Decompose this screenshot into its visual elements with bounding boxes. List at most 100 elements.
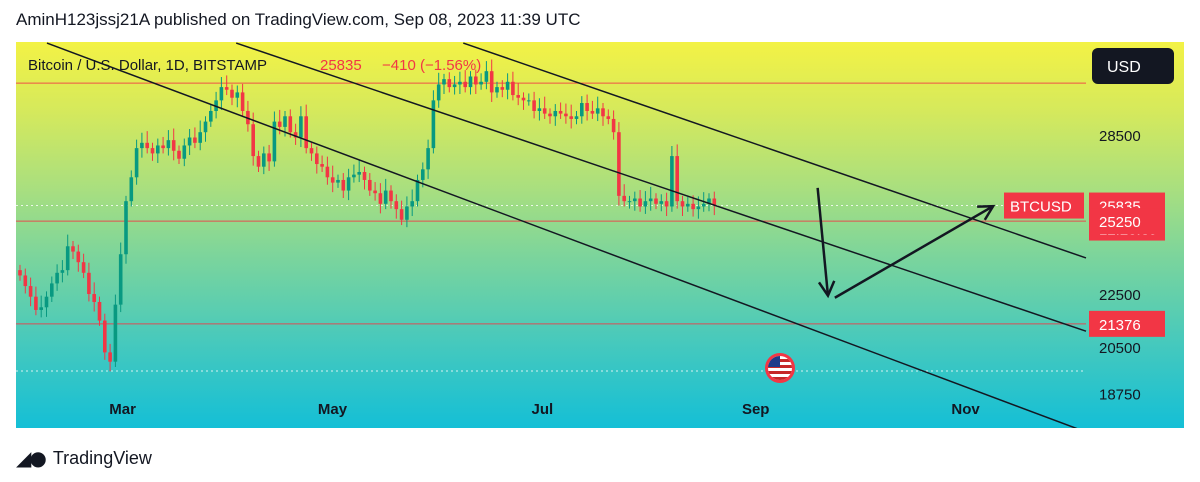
arrow-line[interactable] <box>816 187 830 296</box>
price-tag[interactable] <box>1089 310 1165 337</box>
candle-body <box>458 81 462 85</box>
candle-body <box>643 201 648 207</box>
chart-panel[interactable]: Mar May Jul Sep Nov 28500 22500 20500 18750 BTCU… <box>16 42 1184 428</box>
price-tag-value: 25250 <box>1099 214 1141 231</box>
candle-body <box>325 166 330 178</box>
channel-line[interactable] <box>235 42 1087 332</box>
arrow-line[interactable] <box>834 205 994 299</box>
candle-body <box>664 201 669 207</box>
channel-line[interactable] <box>46 42 1086 428</box>
candle-body <box>171 140 176 151</box>
candle-body <box>511 81 515 96</box>
candle-body <box>399 209 404 220</box>
candle-body <box>532 100 536 111</box>
us-flag-icon[interactable] <box>765 353 795 383</box>
candle-body <box>209 110 213 122</box>
candle-body <box>442 79 446 85</box>
candle-body <box>553 110 558 117</box>
candle-body <box>580 103 584 117</box>
candle-body <box>622 195 626 202</box>
legend-change: −410 (−1.56%) <box>382 57 481 74</box>
candle-body <box>564 113 568 117</box>
candle-body <box>542 108 547 114</box>
currency-button[interactable]: USD <box>1092 48 1174 84</box>
candle-body <box>108 352 112 362</box>
candle-body <box>436 84 441 101</box>
x-axis-label: May <box>318 401 348 418</box>
candle-body <box>670 156 674 207</box>
candle-body <box>34 296 38 310</box>
x-axis-label: Mar <box>109 401 136 418</box>
candle-body <box>299 116 303 138</box>
candle-body <box>405 206 409 220</box>
candle-body <box>65 246 70 271</box>
x-axis-label: Sep <box>742 401 770 418</box>
candle-body <box>267 153 271 162</box>
candle-body <box>521 97 526 101</box>
candle-body <box>18 270 22 276</box>
candle-body <box>92 294 96 302</box>
brand-name[interactable]: TradingView <box>52 447 152 468</box>
candle-body <box>103 320 107 353</box>
candle-body <box>368 179 372 191</box>
candle-body <box>357 171 361 175</box>
candle-body <box>224 87 229 90</box>
candle-body <box>601 108 605 117</box>
candle-body <box>712 198 717 206</box>
candle-body <box>516 95 520 98</box>
candle-body <box>617 132 621 196</box>
candle-body <box>463 81 467 88</box>
candle-body <box>140 142 144 149</box>
candle-body <box>262 153 266 167</box>
candle-body <box>203 121 208 133</box>
candle-body <box>198 132 202 143</box>
candle-body <box>235 92 240 98</box>
legend-symbol: Bitcoin / U.S. Dollar, 1D, BITSTAMP <box>28 57 267 74</box>
candle-body <box>219 87 224 101</box>
chart-svg[interactable]: Mar May Jul Sep Nov 28500 22500 20500 18750 BTCU… <box>16 42 1184 428</box>
candle-body <box>527 100 531 102</box>
candle-body <box>383 190 388 204</box>
candle-body <box>336 179 340 183</box>
tradingview-logo-icon[interactable]: ◢● <box>16 446 47 470</box>
candle-body <box>447 79 452 88</box>
candle-body <box>134 148 139 178</box>
channel-line[interactable] <box>463 42 1087 259</box>
candle-body <box>97 301 102 321</box>
candle-body <box>145 142 149 149</box>
candle-body <box>182 145 187 159</box>
candle-body <box>277 121 282 127</box>
candle-body <box>161 145 165 149</box>
candle-body <box>484 71 489 82</box>
price-tag[interactable] <box>1089 208 1165 235</box>
candle-body <box>346 177 351 191</box>
candle-body <box>627 201 632 203</box>
candle-body <box>505 81 510 90</box>
arrow-head <box>817 280 836 299</box>
candle-body <box>680 201 685 207</box>
candle-body <box>129 177 134 202</box>
candle-body <box>500 87 505 90</box>
candle-body <box>474 76 478 85</box>
candle-body <box>118 254 123 305</box>
candle-body <box>166 140 171 149</box>
candle-body <box>431 100 436 149</box>
candle-body <box>569 116 573 119</box>
candle-body <box>654 198 658 204</box>
candle-body <box>633 198 637 202</box>
candle-body <box>389 190 393 202</box>
candle-body <box>240 92 245 111</box>
candle-body <box>256 156 261 167</box>
candle-body <box>304 116 308 149</box>
candle-body <box>537 108 542 111</box>
candle-body <box>193 137 197 143</box>
y-axis-label: 18750 <box>1099 387 1141 404</box>
candle-body <box>187 137 192 146</box>
legend-price: 25835 <box>320 57 362 74</box>
price-tag-value: 21376 <box>1099 317 1141 334</box>
candle-body <box>50 283 54 297</box>
symbol-tag[interactable] <box>1004 192 1084 219</box>
candle-body <box>341 179 346 191</box>
candle-body <box>606 116 611 119</box>
candle-body <box>421 169 425 180</box>
